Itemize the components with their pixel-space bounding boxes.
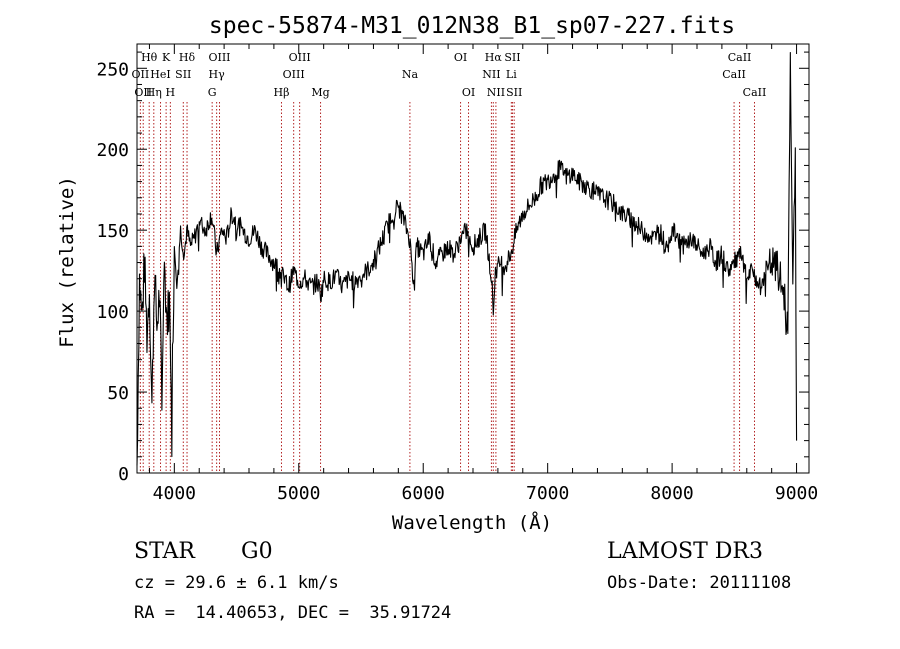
line-marker-label: G — [208, 86, 217, 99]
spectrum-line — [136, 51, 798, 466]
line-marker-label: NII — [482, 68, 500, 81]
chart-title: spec-55874-M31_012N38_B1_sp07-227.fits — [209, 13, 735, 39]
object-subclass: G0 — [241, 539, 273, 564]
plot-frame — [136, 43, 810, 474]
y-axis-ticks: 0 50 100 150 200 250 — [96, 51, 809, 485]
line-marker-label: Hα — [485, 51, 503, 64]
line-marker-label: Hδ — [179, 51, 196, 64]
y-tick-label: 200 — [96, 140, 129, 161]
x-tick-label: 4000 — [153, 483, 196, 504]
line-marker-label: OIII — [283, 68, 305, 81]
x-axis-label: Wavelength (Å) — [392, 511, 552, 534]
y-tick-label: 150 — [96, 221, 129, 242]
line-marker-label: SII — [504, 51, 520, 64]
coords-line: RA = 14.40653, DEC = 35.91724 — [134, 603, 452, 623]
line-marker-label: Na — [402, 68, 419, 81]
x-tick-label: 9000 — [775, 483, 818, 504]
survey-label: LAMOST DR3 — [607, 539, 763, 564]
x-tick-label: 6000 — [402, 483, 445, 504]
line-marker-label: CaII — [728, 51, 752, 64]
y-tick-label: 50 — [107, 383, 129, 404]
line-marker-label: CaII — [743, 86, 767, 99]
obs-date-line: Obs-Date: 20111108 — [607, 573, 792, 593]
x-tick-label: 7000 — [526, 483, 569, 504]
y-tick-label: 100 — [96, 302, 129, 323]
spectrum-series — [136, 51, 798, 466]
line-marker-label: CaII — [722, 68, 746, 81]
line-marker-label: Hθ — [141, 51, 158, 64]
x-axis-ticks: 4000 5000 6000 7000 8000 9000 — [148, 44, 818, 504]
line-marker-label: Hβ — [274, 86, 290, 99]
line-marker-label: SII — [175, 68, 191, 81]
y-tick-label: 250 — [96, 59, 129, 80]
line-marker-label: Hη — [146, 86, 162, 99]
line-marker-label: OII — [132, 68, 150, 81]
line-marker-label: K — [162, 51, 171, 64]
line-marker-label: OI — [454, 51, 467, 64]
line-marker-label: OIII — [289, 51, 311, 64]
object-class: STAR — [134, 539, 195, 564]
line-marker-label: OIII — [208, 51, 230, 64]
y-axis-label: Flux (relative) — [56, 176, 78, 348]
line-marker-label: OII — [134, 86, 152, 99]
line-markers — [139, 102, 755, 473]
line-marker-label: Mg — [311, 86, 329, 99]
redshift-line: cz = 29.6 ± 6.1 km/s — [134, 573, 339, 593]
line-marker-label: SII — [506, 86, 522, 99]
line-marker-label: HeI — [150, 68, 170, 81]
line-marker-label: Li — [506, 68, 517, 81]
x-tick-label: 5000 — [277, 483, 320, 504]
y-tick-label: 0 — [118, 464, 129, 485]
line-marker-label: Hγ — [209, 68, 226, 81]
line-marker-label: OI — [462, 86, 475, 99]
line-marker-label: H — [166, 86, 176, 99]
line-marker-label: NII — [487, 86, 505, 99]
line-marker-labels: OII OII Hθ Hη HeI K H SII Hδ G Hγ OIII Hβ OIII OIII Mg N… — [132, 51, 767, 99]
x-tick-label: 8000 — [650, 483, 693, 504]
